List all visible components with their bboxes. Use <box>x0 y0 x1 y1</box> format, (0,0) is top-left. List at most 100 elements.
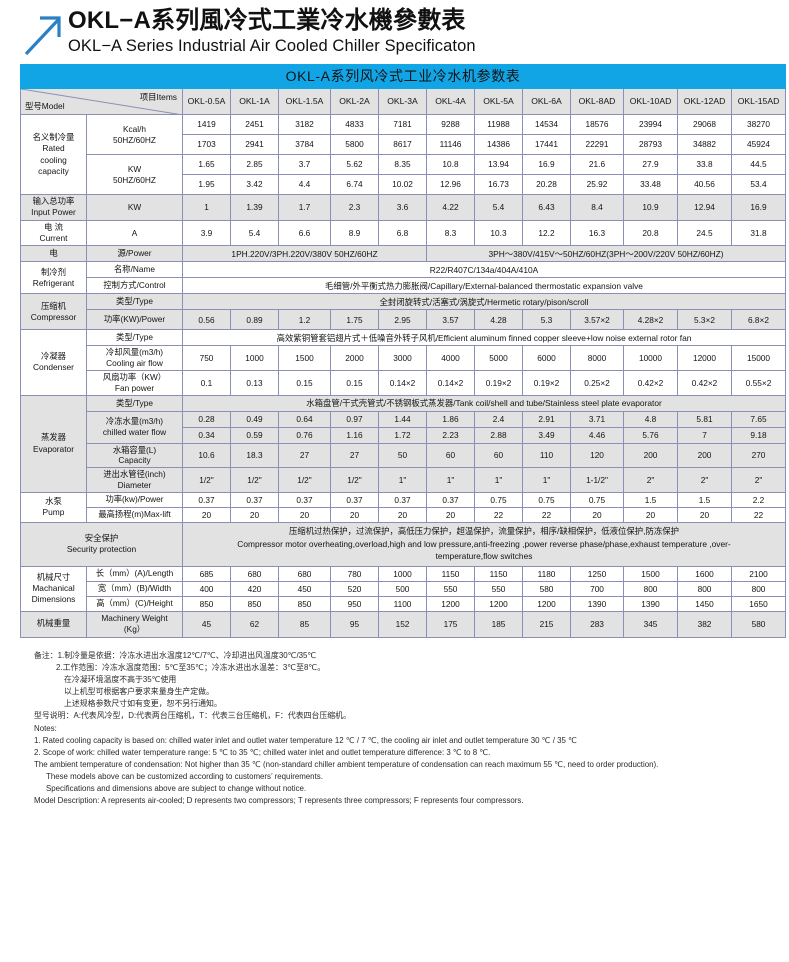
model-header-5: OKL-4A <box>426 88 475 115</box>
table-row-evaporator-diameter: 进出水管径(inch) Diameter 1/2" 1/2" 1/2" 1/2"… <box>21 467 787 493</box>
cell: 5.4 <box>474 194 523 221</box>
cell: 185 <box>474 610 523 638</box>
value-condenser-type: 高效紫铜管套铝翅片式＋低噪音外转子风机/Efficient aluminum f… <box>181 329 787 347</box>
cell: 8000 <box>570 345 624 371</box>
cell: 550 <box>474 580 523 597</box>
cell: 27.9 <box>623 154 678 175</box>
cell: 0.15 <box>278 369 331 396</box>
cell: 1.75 <box>330 309 379 331</box>
cell: 1.2 <box>278 309 331 331</box>
item-height: 高（mm）(C)/Height <box>86 595 183 612</box>
item-width: 宽（mm）(B)/Width <box>86 580 183 597</box>
group-label-current: 电 流 Current <box>20 219 87 247</box>
group-label-input-power: 输入总功率 Input Power <box>20 194 87 221</box>
cell: 1500 <box>623 565 678 582</box>
cell: 8.4 <box>570 194 624 221</box>
table-row-compressor-power: 功率(KW)/Power 0.56 0.89 1.2 1.75 2.95 3.5… <box>21 309 787 331</box>
cell: 5.81 <box>677 410 732 428</box>
cell: 5.3×2 <box>677 309 732 331</box>
cell: 22 <box>522 506 571 523</box>
page-title-en: OKL−A Series Industrial Air Cooled Chill… <box>68 36 476 55</box>
cell: 7 <box>677 426 732 444</box>
cell: 580 <box>522 580 571 597</box>
cell: 2.91 <box>522 410 571 428</box>
table-banner: OKL-A系列风冷式工业冷水机参数表 <box>19 64 787 89</box>
cell: 21.6 <box>570 154 624 175</box>
cell: 1150 <box>474 565 523 582</box>
note-en-3: The ambient temperature of condensation:… <box>34 759 659 769</box>
model-header-10: OKL-12AD <box>677 88 732 115</box>
cell: 0.28 <box>182 410 231 428</box>
table-row-input-power: 输入总功率 Input Power KW 1 1.39 1.7 2.3 3.6 … <box>20 194 787 221</box>
cell: 3.9 <box>182 219 231 247</box>
cell: 1.44 <box>378 410 427 428</box>
cell: 3.42 <box>230 174 279 195</box>
cell: 500 <box>378 580 427 597</box>
cell: 270 <box>730 442 787 469</box>
cell: 1419 <box>182 114 231 135</box>
table-row-condenser-fanpower: 风扇功率（KW） Fan power 0.1 0.13 0.15 0.15 0.… <box>21 369 787 396</box>
cell: 345 <box>623 610 678 638</box>
cell: 10.8 <box>426 154 475 175</box>
cell: 11146 <box>426 134 475 155</box>
cell: 0.25×2 <box>570 369 624 396</box>
cell: 0.14×2 <box>378 369 427 396</box>
cell: 0.37 <box>230 491 279 508</box>
cell: 420 <box>230 580 279 597</box>
item-length: 长（mm）(A)/Length <box>86 565 183 582</box>
cell: 2.85 <box>230 154 279 175</box>
note-en-1: 1. Rated cooling capacity is based on: c… <box>34 735 577 745</box>
cell: 20 <box>182 506 231 523</box>
cell: 1.86 <box>426 410 475 428</box>
table-row-evaporator-capacity: 水箱容量(L) Capacity 10.6 18.3 27 27 50 60 6… <box>21 442 787 469</box>
group-label-evaporator: 蒸发器 Evaporator <box>20 394 87 493</box>
cell: 33.8 <box>677 154 732 175</box>
cell: 12.2 <box>522 219 571 247</box>
cell: 22 <box>474 506 523 523</box>
cell: 1.65 <box>182 154 231 175</box>
cell: 2.3 <box>330 194 379 221</box>
cell: 0.42×2 <box>677 369 732 396</box>
cell: 850 <box>182 595 231 612</box>
corner-diagonal-cell: 型号Model 项目Items <box>20 88 183 115</box>
cell: 2941 <box>230 134 279 155</box>
cell: 4.22 <box>426 194 475 221</box>
cell: 1250 <box>570 565 624 582</box>
cell: 12000 <box>677 345 732 371</box>
cell: 1-1/2" <box>570 467 624 493</box>
model-header-4: OKL-3A <box>378 88 427 115</box>
cell: 580 <box>730 610 787 638</box>
cell: 283 <box>570 610 624 638</box>
cell: 1.16 <box>330 426 379 444</box>
item-kw-unit: KW 50HZ/60HZ <box>86 154 183 195</box>
cell: 9288 <box>426 114 475 135</box>
cell: 10.9 <box>623 194 678 221</box>
note-cn-3: 以上机型可根据客户要求来量身生产定做。 <box>64 686 214 696</box>
cell: 53.4 <box>730 174 787 195</box>
cell: 25.92 <box>570 174 624 195</box>
cell: 28793 <box>623 134 678 155</box>
table-row-evaporator-flow-50: 冷冻水量(m3/h) chilled water flow 0.28 0.49 … <box>21 410 787 444</box>
cell: 2" <box>677 467 732 493</box>
cell: 1000 <box>230 345 279 371</box>
cell: 7181 <box>378 114 427 135</box>
cell: 1390 <box>570 595 624 612</box>
cell: 3.49 <box>522 426 571 444</box>
cell: 8.35 <box>378 154 427 175</box>
table-row-pump-power: 水泵 Pump 功率(kw)/Power 0.37 0.37 0.37 0.37… <box>20 491 787 523</box>
cell: 6.8×2 <box>730 309 787 331</box>
cell: 2000 <box>330 345 379 371</box>
table-row-security: 安全保护 Security protection 压缩机过热保护，过流保护，高低… <box>20 521 787 567</box>
item-refrigerant-control: 控制方式/Control <box>86 277 183 295</box>
group-label-security: 安全保护 Security protection <box>20 521 183 567</box>
cell: 62 <box>230 610 279 638</box>
table-row-kcal-60: 1703 2941 3784 5800 8617 11146 14386 174… <box>21 134 787 155</box>
security-line-en2: temperature,flow switches <box>435 551 533 562</box>
cell: 20 <box>677 506 732 523</box>
cell: 1" <box>378 467 427 493</box>
cell: 8.9 <box>330 219 379 247</box>
cell: 215 <box>522 610 571 638</box>
cell: 4.28 <box>474 309 523 331</box>
item-condenser-airflow: 冷却风量(m3/h) Cooling air flow <box>86 345 183 371</box>
group-label-condenser: 冷凝器 Condenser <box>20 329 87 396</box>
